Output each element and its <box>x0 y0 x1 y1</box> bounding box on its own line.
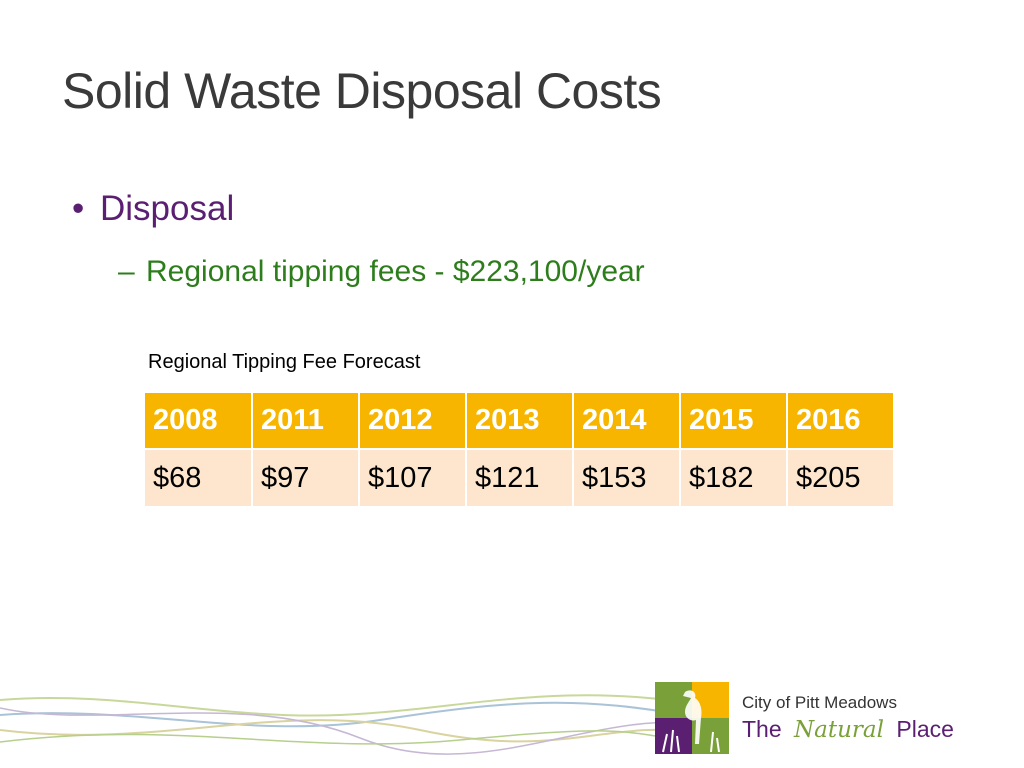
table-caption: Regional Tipping Fee Forecast <box>148 351 421 373</box>
slide-title: Solid Waste Disposal Costs <box>62 63 662 119</box>
tipping-fee-table: 2008 2011 2012 2013 2014 2015 2016 $68 $… <box>145 393 895 508</box>
year-cell: 2008 <box>145 393 253 450</box>
fee-cell: $182 <box>680 449 788 508</box>
tagline-suffix: Place <box>896 716 954 742</box>
year-cell: 2013 <box>466 393 574 450</box>
logo-square <box>655 718 692 754</box>
fee-cell: $205 <box>787 449 895 508</box>
fee-cell: $97 <box>252 449 360 508</box>
tagline-accent: Natural <box>794 717 884 743</box>
sub-bullet-marker: – <box>118 255 135 288</box>
year-cell: 2012 <box>359 393 467 450</box>
year-cell: 2016 <box>787 393 895 450</box>
year-cell: 2011 <box>252 393 360 450</box>
fee-cell: $107 <box>359 449 467 508</box>
heron-silhouette <box>662 690 720 753</box>
table-row: $68 $97 $107 $121 $153 $182 $205 <box>145 449 895 508</box>
tagline-prefix: The <box>742 716 782 742</box>
fee-cell: $153 <box>573 449 681 508</box>
bullet-text: Disposal <box>100 189 235 228</box>
bullet-marker: • <box>72 189 85 228</box>
fee-cell: $68 <box>145 449 253 508</box>
year-cell: 2015 <box>680 393 788 450</box>
decorative-waves <box>0 694 700 755</box>
table-header-row: 2008 2011 2012 2013 2014 2015 2016 <box>145 393 895 450</box>
logo-tagline: The Natural Place <box>742 716 954 743</box>
year-cell: 2014 <box>573 393 681 450</box>
city-logo <box>655 682 729 754</box>
sub-bullet-text: Regional tipping fees - $223,100/year <box>146 255 645 288</box>
logo-city-name: City of Pitt Meadows <box>742 693 897 712</box>
fee-cell: $121 <box>466 449 574 508</box>
